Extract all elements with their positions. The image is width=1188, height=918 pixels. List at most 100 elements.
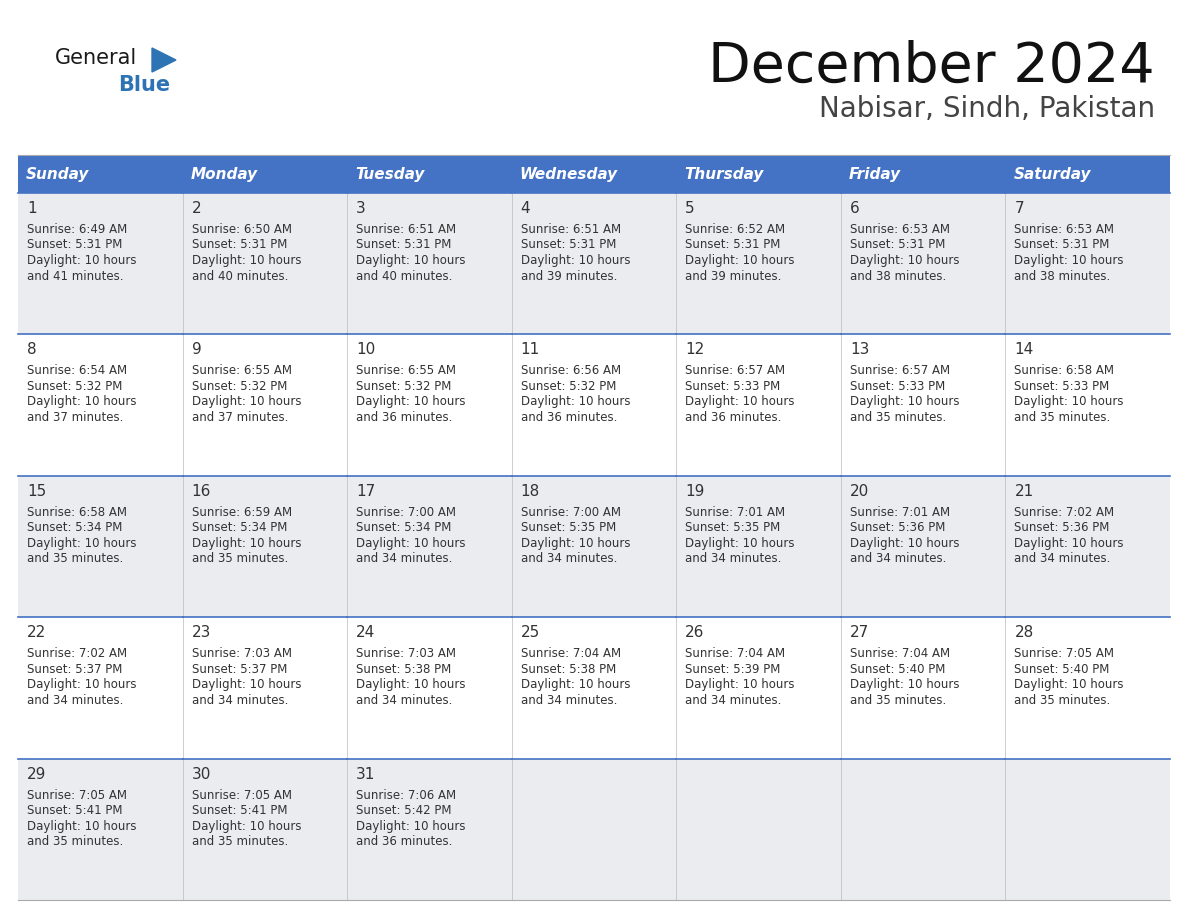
Text: and 38 minutes.: and 38 minutes.: [849, 270, 946, 283]
Text: Sunrise: 7:01 AM: Sunrise: 7:01 AM: [685, 506, 785, 519]
Text: 25: 25: [520, 625, 541, 640]
Text: Daylight: 10 hours: Daylight: 10 hours: [1015, 396, 1124, 409]
Text: Daylight: 10 hours: Daylight: 10 hours: [27, 820, 137, 833]
Bar: [183, 193, 347, 334]
Text: Sunset: 5:39 PM: Sunset: 5:39 PM: [685, 663, 781, 676]
Text: Sunrise: 7:05 AM: Sunrise: 7:05 AM: [27, 789, 127, 801]
Text: and 40 minutes.: and 40 minutes.: [356, 270, 453, 283]
Text: Sunset: 5:32 PM: Sunset: 5:32 PM: [520, 380, 617, 393]
Text: Sunset: 5:37 PM: Sunset: 5:37 PM: [191, 663, 287, 676]
Text: Sunrise: 6:57 AM: Sunrise: 6:57 AM: [685, 364, 785, 377]
Text: 7: 7: [1015, 201, 1024, 216]
Text: Sunrise: 6:59 AM: Sunrise: 6:59 AM: [191, 506, 292, 519]
Text: Monday: Monday: [190, 166, 258, 182]
Text: Daylight: 10 hours: Daylight: 10 hours: [849, 396, 960, 409]
Text: and 34 minutes.: and 34 minutes.: [356, 694, 453, 707]
Text: and 36 minutes.: and 36 minutes.: [685, 411, 782, 424]
Text: Sunset: 5:36 PM: Sunset: 5:36 PM: [849, 521, 946, 534]
Text: Daylight: 10 hours: Daylight: 10 hours: [849, 537, 960, 550]
Text: and 34 minutes.: and 34 minutes.: [849, 553, 946, 565]
Text: Sunset: 5:35 PM: Sunset: 5:35 PM: [520, 521, 615, 534]
Text: and 35 minutes.: and 35 minutes.: [27, 553, 124, 565]
Bar: [841, 155, 1005, 193]
Bar: [183, 617, 347, 758]
Text: 3: 3: [356, 201, 366, 216]
Bar: [676, 155, 841, 193]
Text: Tuesday: Tuesday: [355, 166, 424, 182]
Text: Daylight: 10 hours: Daylight: 10 hours: [1015, 537, 1124, 550]
Text: Sunrise: 7:05 AM: Sunrise: 7:05 AM: [191, 789, 291, 801]
Text: 6: 6: [849, 201, 860, 216]
Text: Daylight: 10 hours: Daylight: 10 hours: [685, 678, 795, 691]
Text: Sunrise: 6:57 AM: Sunrise: 6:57 AM: [849, 364, 950, 377]
Text: Daylight: 10 hours: Daylight: 10 hours: [685, 537, 795, 550]
Text: Sunset: 5:37 PM: Sunset: 5:37 PM: [27, 663, 122, 676]
Text: Daylight: 10 hours: Daylight: 10 hours: [27, 678, 137, 691]
Text: Daylight: 10 hours: Daylight: 10 hours: [191, 678, 301, 691]
Bar: [512, 758, 676, 900]
Text: Sunrise: 6:50 AM: Sunrise: 6:50 AM: [191, 223, 291, 236]
Bar: [183, 476, 347, 617]
Text: 15: 15: [27, 484, 46, 498]
Text: Sunset: 5:38 PM: Sunset: 5:38 PM: [520, 663, 615, 676]
Text: and 35 minutes.: and 35 minutes.: [27, 835, 124, 848]
Text: 1: 1: [27, 201, 37, 216]
Text: 27: 27: [849, 625, 870, 640]
Bar: [512, 193, 676, 334]
Bar: [347, 193, 512, 334]
Bar: [1005, 155, 1170, 193]
Text: Sunrise: 6:51 AM: Sunrise: 6:51 AM: [356, 223, 456, 236]
Text: Sunday: Sunday: [26, 166, 89, 182]
Text: 26: 26: [685, 625, 704, 640]
Text: and 37 minutes.: and 37 minutes.: [27, 411, 124, 424]
Text: Sunrise: 7:05 AM: Sunrise: 7:05 AM: [1015, 647, 1114, 660]
Text: Sunrise: 7:01 AM: Sunrise: 7:01 AM: [849, 506, 950, 519]
Bar: [512, 155, 676, 193]
Text: December 2024: December 2024: [708, 40, 1155, 94]
Text: Sunrise: 6:55 AM: Sunrise: 6:55 AM: [191, 364, 291, 377]
Text: and 34 minutes.: and 34 minutes.: [685, 553, 782, 565]
Bar: [183, 758, 347, 900]
Bar: [347, 155, 512, 193]
Bar: [18, 476, 183, 617]
Text: and 34 minutes.: and 34 minutes.: [685, 694, 782, 707]
Bar: [676, 193, 841, 334]
Text: and 36 minutes.: and 36 minutes.: [356, 411, 453, 424]
Text: and 39 minutes.: and 39 minutes.: [520, 270, 617, 283]
Text: Sunset: 5:33 PM: Sunset: 5:33 PM: [685, 380, 781, 393]
Text: Sunset: 5:32 PM: Sunset: 5:32 PM: [191, 380, 287, 393]
Text: Sunrise: 7:03 AM: Sunrise: 7:03 AM: [191, 647, 291, 660]
Bar: [347, 617, 512, 758]
Text: Sunset: 5:34 PM: Sunset: 5:34 PM: [191, 521, 287, 534]
Text: 9: 9: [191, 342, 201, 357]
Text: and 35 minutes.: and 35 minutes.: [849, 411, 946, 424]
Text: and 34 minutes.: and 34 minutes.: [27, 694, 124, 707]
Text: Daylight: 10 hours: Daylight: 10 hours: [356, 396, 466, 409]
Text: Sunset: 5:42 PM: Sunset: 5:42 PM: [356, 804, 451, 817]
Text: Sunset: 5:31 PM: Sunset: 5:31 PM: [27, 239, 122, 252]
Bar: [18, 758, 183, 900]
Text: Sunrise: 6:52 AM: Sunrise: 6:52 AM: [685, 223, 785, 236]
Bar: [347, 758, 512, 900]
Text: Friday: Friday: [849, 166, 901, 182]
Text: 4: 4: [520, 201, 530, 216]
Bar: [18, 334, 183, 476]
Text: Sunrise: 7:00 AM: Sunrise: 7:00 AM: [520, 506, 620, 519]
Bar: [841, 334, 1005, 476]
Text: 28: 28: [1015, 625, 1034, 640]
Text: Sunset: 5:41 PM: Sunset: 5:41 PM: [27, 804, 122, 817]
Text: Sunset: 5:31 PM: Sunset: 5:31 PM: [520, 239, 617, 252]
Text: Sunrise: 6:49 AM: Sunrise: 6:49 AM: [27, 223, 127, 236]
Bar: [676, 617, 841, 758]
Bar: [1005, 193, 1170, 334]
Text: Sunrise: 6:54 AM: Sunrise: 6:54 AM: [27, 364, 127, 377]
Bar: [1005, 758, 1170, 900]
Bar: [676, 476, 841, 617]
Text: Daylight: 10 hours: Daylight: 10 hours: [849, 678, 960, 691]
Text: 17: 17: [356, 484, 375, 498]
Text: 12: 12: [685, 342, 704, 357]
Bar: [183, 155, 347, 193]
Text: 29: 29: [27, 767, 46, 781]
Text: and 34 minutes.: and 34 minutes.: [520, 694, 617, 707]
Text: 11: 11: [520, 342, 541, 357]
